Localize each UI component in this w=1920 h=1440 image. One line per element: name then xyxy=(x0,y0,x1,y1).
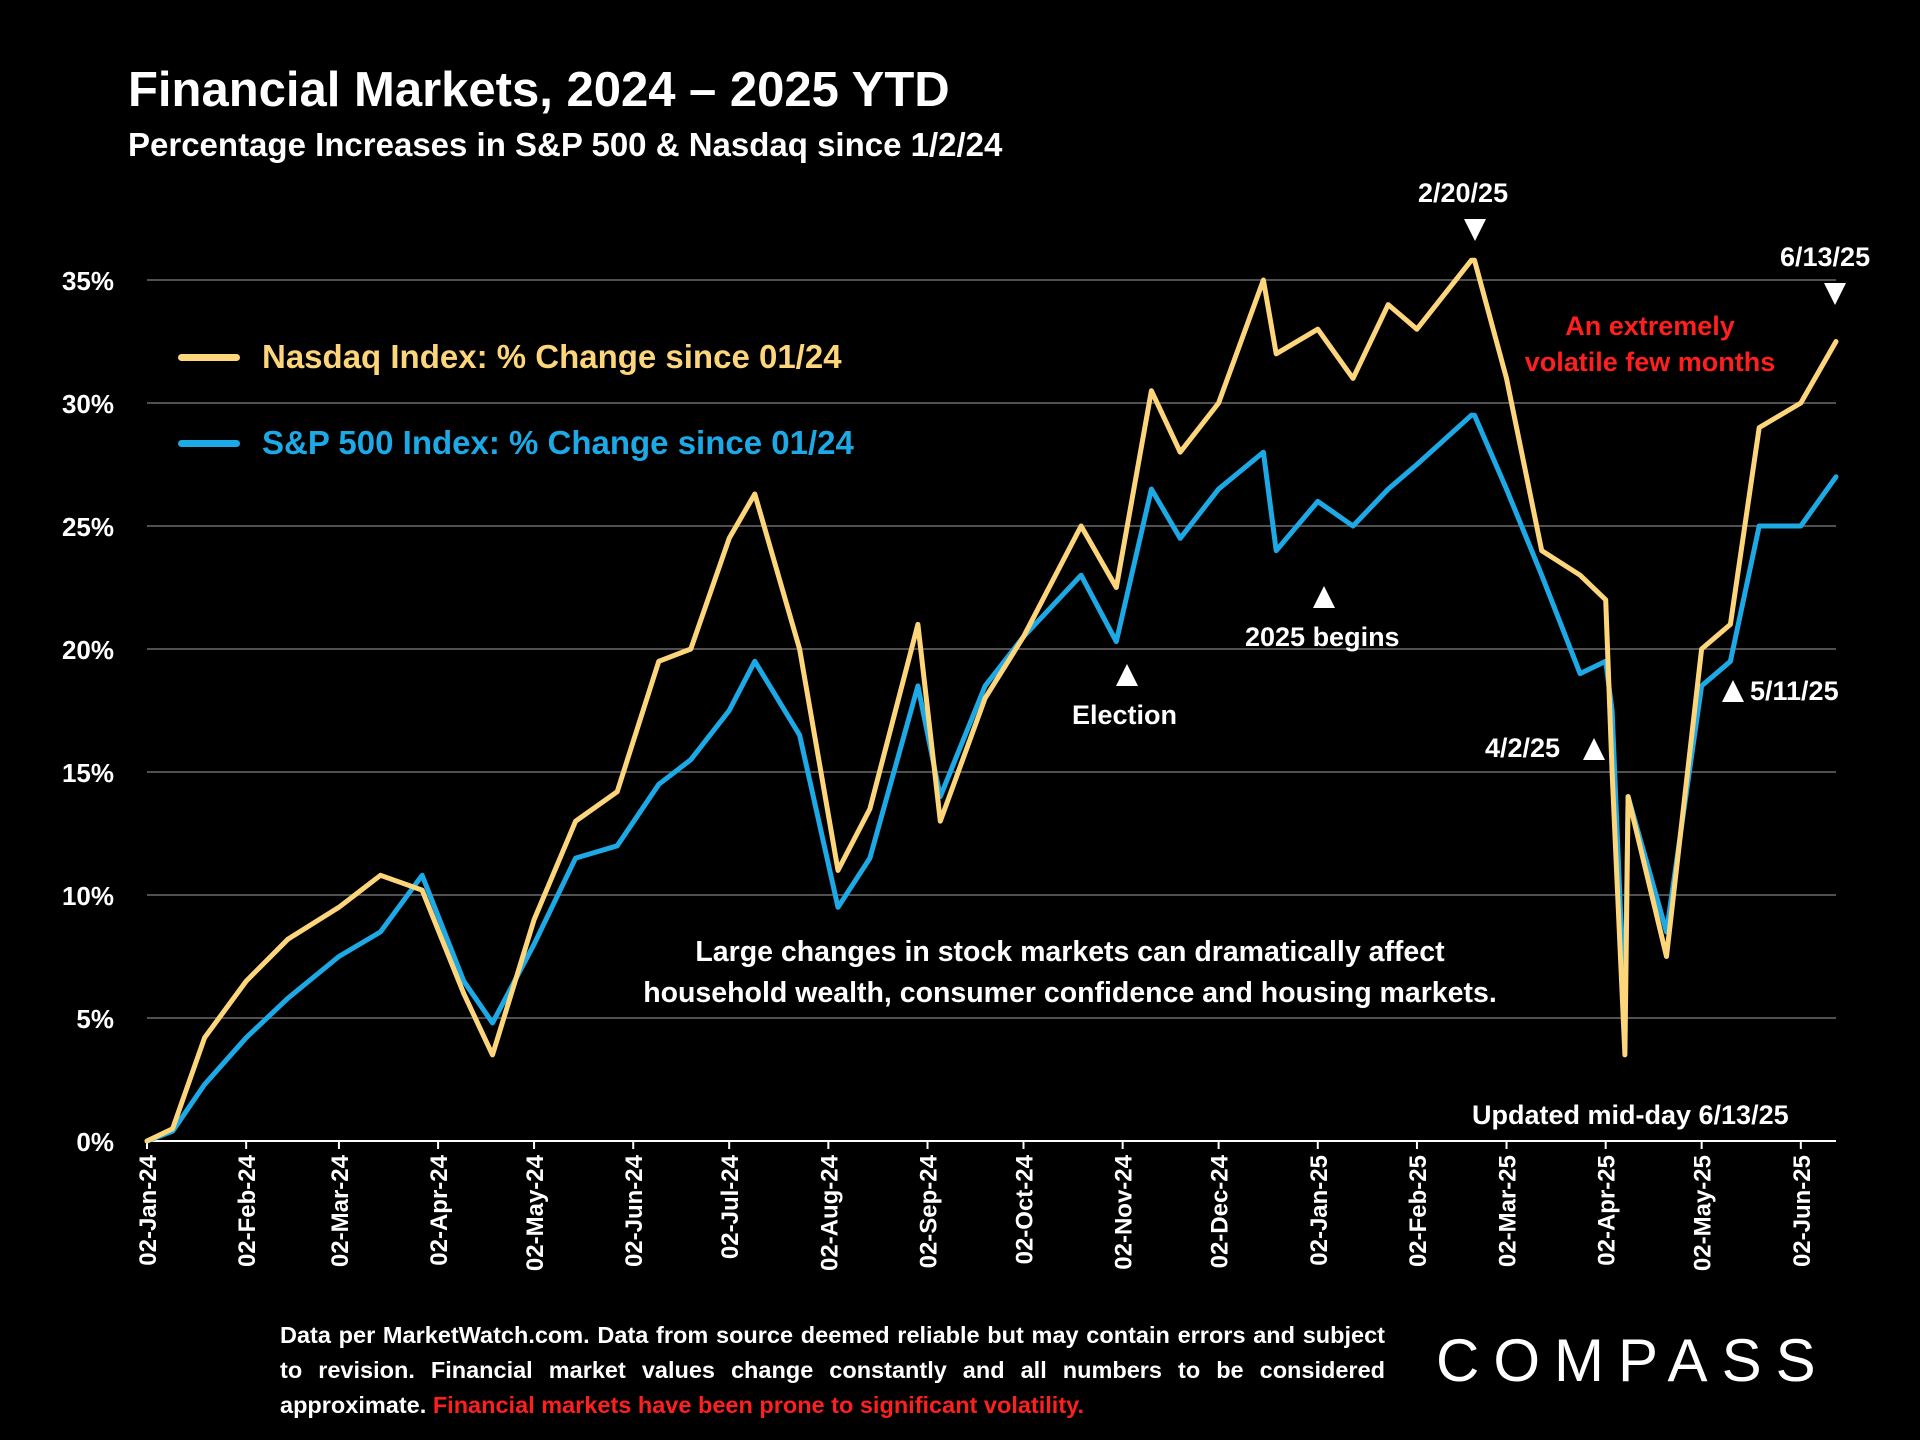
annotation-markers xyxy=(1116,219,1846,760)
x-tick-label: 02-Jul-24 xyxy=(717,1154,744,1259)
footer-disclaimer: Data per MarketWatch.com. Data from sour… xyxy=(280,1318,1385,1423)
annotation-note: Large changes in stock markets can drama… xyxy=(0,932,1920,1014)
annotation-jun13: 6/13/25 xyxy=(1780,242,1871,272)
annotation-2025-begins: 2025 begins xyxy=(1245,622,1400,652)
x-tick-label: 02-Jan-24 xyxy=(135,1154,162,1265)
footer-text: Data per MarketWatch.com. Data from sour… xyxy=(280,1322,1385,1418)
marker-election-icon xyxy=(1116,664,1138,686)
annotation-note-line2: household wealth, consumer confidence an… xyxy=(643,977,1497,1009)
annotation-volatile-line2: volatile few months xyxy=(1524,347,1776,377)
y-tick-label: 35% xyxy=(62,266,114,296)
marker-2025-begins-icon xyxy=(1313,586,1335,608)
legend-item-sp500: S&P 500 Index: % Change since 01/24 xyxy=(178,424,854,462)
x-tick-label: 02-Apr-25 xyxy=(1594,1155,1621,1266)
x-tick-label: 02-Aug-24 xyxy=(816,1154,843,1271)
series-lines xyxy=(144,257,1839,1144)
x-tick-label: 02-Jan-25 xyxy=(1306,1155,1333,1266)
legend-item-nasdaq: Nasdaq Index: % Change since 01/24 xyxy=(178,338,842,376)
chart-subtitle: Percentage Increases in S&P 500 & Nasdaq… xyxy=(128,126,1003,163)
annotation-apr2: 4/2/25 xyxy=(1485,733,1561,763)
legend-label-nasdaq: Nasdaq Index: % Change since 01/24 xyxy=(262,338,842,375)
annotation-election: Election xyxy=(1072,700,1178,730)
annotation-volatile: An extremely volatile few months xyxy=(1500,308,1800,380)
chart-title: Financial Markets, 2024 – 2025 YTD xyxy=(128,63,950,117)
x-tick-label: 02-Oct-24 xyxy=(1011,1154,1038,1264)
y-tick-label: 25% xyxy=(62,512,114,542)
x-axis-tick-labels: 02-Jan-24 02-Feb-24 02-Mar-24 02-Apr-24 02-M… xyxy=(135,1141,1816,1271)
x-tick-label: 02-Jun-24 xyxy=(621,1154,648,1267)
x-tick-label: 02-Feb-24 xyxy=(234,1154,261,1267)
x-tick-label: 02-May-24 xyxy=(522,1154,549,1271)
legend-swatch-sp500 xyxy=(178,439,240,447)
y-tick-label: 30% xyxy=(62,389,114,419)
annotation-volatile-line1: An extremely xyxy=(1565,311,1735,341)
compass-logo: COMPASS xyxy=(1436,1327,1830,1394)
x-tick-label: 02-Mar-25 xyxy=(1495,1155,1522,1267)
x-tick-label: 02-Nov-24 xyxy=(1111,1154,1138,1269)
annotation-may11: 5/11/25 xyxy=(1750,676,1839,706)
annotation-feb20: 2/20/25 xyxy=(1418,178,1509,208)
y-tick-label: 10% xyxy=(62,881,114,911)
x-tick-label: 02-Sep-24 xyxy=(916,1154,943,1268)
marker-jun13-icon xyxy=(1824,283,1846,305)
series-line-sp500 xyxy=(144,412,1839,1144)
annotation-note-line1: Large changes in stock markets can drama… xyxy=(695,936,1445,968)
annotation-updated: Updated mid-day 6/13/25 xyxy=(1472,1100,1789,1130)
y-tick-label: 15% xyxy=(62,758,114,788)
x-tick-label: 02-Apr-24 xyxy=(426,1154,453,1265)
gridlines xyxy=(147,279,1836,1142)
x-tick-label: 02-Dec-24 xyxy=(1207,1154,1234,1268)
x-tick-label: 02-Jun-25 xyxy=(1789,1155,1816,1267)
legend-label-sp500: S&P 500 Index: % Change since 01/24 xyxy=(262,424,854,461)
y-axis-tick-labels: 0% 5% 10% 15% 20% 25% 30% 35% xyxy=(62,266,114,1157)
marker-feb20-icon xyxy=(1464,219,1486,241)
y-tick-label: 0% xyxy=(76,1127,114,1157)
y-tick-label: 5% xyxy=(76,1004,114,1034)
legend-swatch-nasdaq xyxy=(178,353,240,361)
footer-red-text: Financial markets have been prone to sig… xyxy=(432,1392,1085,1418)
marker-apr2-icon xyxy=(1583,738,1605,760)
marker-may11-icon xyxy=(1722,680,1744,702)
x-tick-label: 02-May-25 xyxy=(1690,1155,1717,1271)
x-tick-label: 02-Mar-24 xyxy=(327,1154,354,1267)
series-line-nasdaq xyxy=(144,257,1839,1144)
y-tick-label: 20% xyxy=(62,635,114,665)
x-tick-label: 02-Feb-25 xyxy=(1405,1155,1432,1267)
